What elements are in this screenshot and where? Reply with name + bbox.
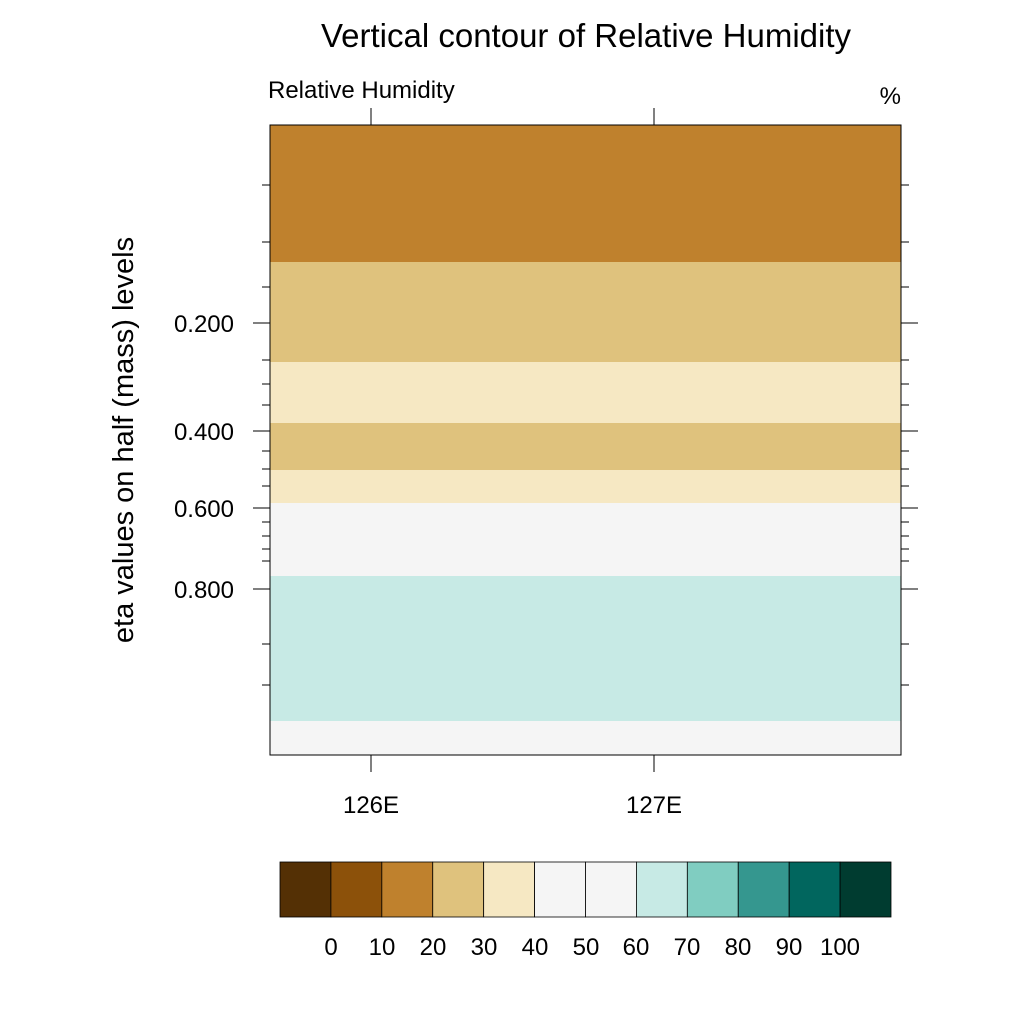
colorbar-box: [788, 861, 841, 918]
colorbar-label: 60: [623, 934, 650, 961]
colorbar-label: 50: [573, 934, 600, 961]
colorbar-box: [432, 861, 485, 918]
contour-band: [270, 576, 901, 721]
colorbar-box: [636, 861, 688, 918]
colorbar-box: [585, 861, 637, 918]
colorbar-box: [330, 861, 383, 918]
contour-band: [270, 262, 901, 362]
left-field-label: Relative Humidity: [268, 77, 455, 104]
colorbar-box: [534, 861, 586, 918]
colorbar-label: 20: [420, 934, 447, 961]
y-tick-label-0600: 0.600: [174, 496, 234, 523]
colorbar-box: [839, 861, 892, 918]
colorbar: [279, 861, 892, 918]
contour-band: [270, 125, 901, 262]
y-tick-label-0800: 0.800: [174, 577, 234, 604]
contour-bands: [270, 125, 901, 755]
chart-title: Vertical contour of Relative Humidity: [321, 17, 852, 54]
contour-band: [270, 470, 901, 503]
colorbar-box: [483, 861, 535, 918]
colorbar-box: [737, 861, 790, 918]
x-tick-label-127e: 127E: [626, 792, 682, 819]
contour-band: [270, 362, 901, 423]
colorbar-box: [686, 861, 739, 918]
colorbar-label: 10: [369, 934, 396, 961]
contour-band: [270, 503, 901, 576]
y-tick-label-0400: 0.400: [174, 419, 234, 446]
colorbar-label: 70: [674, 934, 701, 961]
colorbar-label: 40: [522, 934, 549, 961]
colorbar-label: 100: [820, 934, 860, 961]
colorbar-box: [279, 861, 332, 918]
colorbar-label: 90: [776, 934, 803, 961]
plot-frame: [269, 124, 902, 756]
colorbar-label: 30: [471, 934, 498, 961]
colorbar-label: 0: [324, 934, 337, 961]
contour-band: [270, 423, 901, 470]
colorbar-labels: 0 10 20 30 40 50 60 70 80 90 100: [324, 934, 860, 961]
contour-band: [270, 721, 901, 755]
colorbar-box: [381, 861, 434, 918]
units-label: %: [880, 83, 901, 110]
y-axis-label: eta values on half (mass) levels: [108, 237, 140, 643]
y-tick-label-0200: 0.200: [174, 311, 234, 338]
colorbar-label: 80: [725, 934, 752, 961]
axis-ticks: [253, 108, 918, 772]
x-tick-label-126e: 126E: [343, 792, 399, 819]
